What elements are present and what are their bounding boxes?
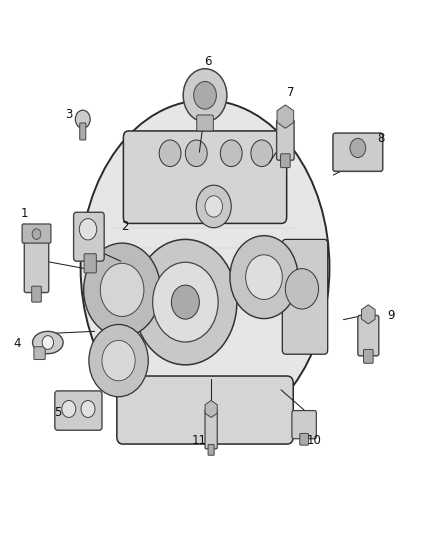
Circle shape bbox=[81, 400, 95, 417]
Circle shape bbox=[196, 185, 231, 228]
FancyBboxPatch shape bbox=[208, 445, 214, 455]
Polygon shape bbox=[277, 105, 294, 128]
Ellipse shape bbox=[81, 100, 329, 435]
FancyBboxPatch shape bbox=[281, 154, 290, 167]
FancyBboxPatch shape bbox=[24, 238, 49, 293]
FancyBboxPatch shape bbox=[205, 409, 217, 449]
FancyBboxPatch shape bbox=[55, 391, 102, 430]
Circle shape bbox=[134, 239, 237, 365]
Text: 1: 1 bbox=[21, 207, 28, 220]
Text: 5: 5 bbox=[54, 406, 61, 419]
FancyBboxPatch shape bbox=[117, 376, 293, 444]
FancyBboxPatch shape bbox=[84, 254, 96, 273]
Circle shape bbox=[183, 69, 227, 122]
Circle shape bbox=[152, 262, 218, 342]
Text: 9: 9 bbox=[388, 309, 395, 322]
Circle shape bbox=[100, 263, 144, 317]
FancyBboxPatch shape bbox=[333, 133, 383, 171]
Circle shape bbox=[102, 341, 135, 381]
Circle shape bbox=[32, 229, 41, 239]
Polygon shape bbox=[205, 400, 217, 417]
Circle shape bbox=[286, 269, 318, 309]
FancyBboxPatch shape bbox=[364, 350, 373, 364]
FancyBboxPatch shape bbox=[292, 410, 316, 439]
Text: 11: 11 bbox=[192, 434, 207, 447]
FancyBboxPatch shape bbox=[124, 131, 287, 223]
Circle shape bbox=[75, 110, 90, 128]
FancyBboxPatch shape bbox=[358, 316, 379, 356]
FancyBboxPatch shape bbox=[300, 433, 308, 445]
Text: 6: 6 bbox=[205, 55, 212, 68]
Circle shape bbox=[84, 243, 160, 337]
Circle shape bbox=[205, 196, 223, 217]
Circle shape bbox=[350, 139, 366, 158]
Text: 2: 2 bbox=[121, 220, 129, 233]
Circle shape bbox=[220, 140, 242, 166]
Circle shape bbox=[79, 219, 97, 240]
Circle shape bbox=[159, 140, 181, 166]
Circle shape bbox=[246, 255, 283, 300]
Polygon shape bbox=[361, 305, 375, 324]
Circle shape bbox=[62, 400, 76, 417]
Circle shape bbox=[185, 140, 207, 166]
FancyBboxPatch shape bbox=[197, 115, 213, 131]
FancyBboxPatch shape bbox=[80, 123, 86, 140]
FancyBboxPatch shape bbox=[22, 224, 51, 243]
Ellipse shape bbox=[32, 332, 63, 354]
Circle shape bbox=[230, 236, 298, 319]
Circle shape bbox=[171, 285, 199, 319]
FancyBboxPatch shape bbox=[74, 212, 104, 261]
Circle shape bbox=[42, 336, 53, 350]
Text: 7: 7 bbox=[287, 86, 295, 99]
FancyBboxPatch shape bbox=[277, 120, 294, 160]
Text: 3: 3 bbox=[65, 109, 72, 122]
Text: 8: 8 bbox=[378, 132, 385, 146]
Text: 4: 4 bbox=[14, 337, 21, 350]
Circle shape bbox=[251, 140, 273, 166]
FancyBboxPatch shape bbox=[34, 347, 45, 360]
FancyBboxPatch shape bbox=[32, 286, 41, 302]
Circle shape bbox=[194, 82, 216, 109]
Text: 10: 10 bbox=[307, 434, 321, 447]
Circle shape bbox=[89, 325, 148, 397]
FancyBboxPatch shape bbox=[283, 239, 328, 354]
